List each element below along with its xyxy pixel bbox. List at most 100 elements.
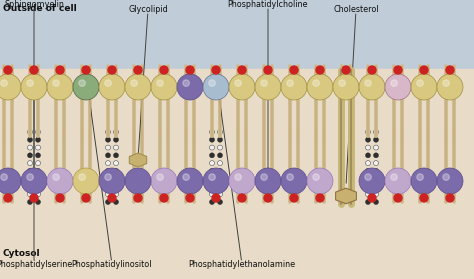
Circle shape [443,174,449,180]
Circle shape [210,184,215,189]
Circle shape [307,74,333,100]
Circle shape [333,74,359,100]
Circle shape [4,194,12,202]
Circle shape [36,184,40,189]
Circle shape [437,168,463,194]
Circle shape [255,74,281,100]
Circle shape [261,174,267,180]
Circle shape [437,74,463,100]
Circle shape [359,168,385,194]
Circle shape [113,199,118,205]
Circle shape [125,74,151,100]
Circle shape [264,66,272,74]
Circle shape [1,174,8,180]
Circle shape [30,194,38,202]
Circle shape [27,174,33,180]
Circle shape [374,137,379,142]
Circle shape [255,168,281,194]
Circle shape [105,80,111,86]
Circle shape [238,66,246,74]
Circle shape [210,161,215,166]
Circle shape [365,145,371,150]
Circle shape [82,194,90,202]
Circle shape [281,168,307,194]
Circle shape [365,176,371,181]
Circle shape [316,66,324,74]
Circle shape [374,176,379,181]
Circle shape [82,66,90,74]
Circle shape [235,80,241,86]
Circle shape [365,169,371,173]
Circle shape [113,145,118,150]
Circle shape [157,80,164,86]
Circle shape [374,184,379,189]
Circle shape [99,168,125,194]
Circle shape [186,66,194,74]
Circle shape [417,174,423,180]
Circle shape [27,176,33,181]
Circle shape [411,74,437,100]
Text: Cholesterol: Cholesterol [333,5,379,183]
Text: Cytosol: Cytosol [3,249,41,258]
Circle shape [210,145,215,150]
Circle shape [0,74,21,100]
Circle shape [106,145,110,150]
Circle shape [420,66,428,74]
Circle shape [99,74,125,100]
Circle shape [209,174,215,180]
Circle shape [151,74,177,100]
Circle shape [218,169,222,173]
Circle shape [79,174,85,180]
Circle shape [218,145,222,150]
Circle shape [264,194,272,202]
Circle shape [113,169,118,173]
Circle shape [316,194,324,202]
Circle shape [374,169,379,173]
Circle shape [108,194,116,202]
Circle shape [160,66,168,74]
Bar [0,0,474,69]
Circle shape [238,194,246,202]
Circle shape [134,194,142,202]
Circle shape [374,153,379,158]
Circle shape [177,168,203,194]
Circle shape [36,137,40,142]
Circle shape [212,194,220,202]
Circle shape [106,129,110,134]
Circle shape [113,137,118,142]
Circle shape [210,129,215,134]
Circle shape [365,80,371,86]
Circle shape [411,168,437,194]
Circle shape [235,174,241,180]
Circle shape [27,161,33,166]
Circle shape [157,174,164,180]
Circle shape [0,168,21,194]
Circle shape [365,137,371,142]
Circle shape [229,168,255,194]
Circle shape [420,194,428,202]
Circle shape [391,80,397,86]
Circle shape [365,184,371,189]
Text: Phosphatidylserine: Phosphatidylserine [0,77,72,269]
Circle shape [287,174,293,180]
Circle shape [394,194,402,202]
Circle shape [27,192,33,197]
Circle shape [21,168,47,194]
Circle shape [365,199,371,205]
Text: Phosphatidylinositol: Phosphatidylinositol [72,77,152,269]
Circle shape [36,145,40,150]
Circle shape [261,80,267,86]
Circle shape [385,168,411,194]
Circle shape [183,174,189,180]
Circle shape [307,168,333,194]
Circle shape [218,176,222,181]
Circle shape [313,80,319,86]
Polygon shape [129,153,146,167]
Circle shape [394,66,402,74]
Circle shape [36,176,40,181]
Circle shape [56,194,64,202]
Circle shape [183,80,189,86]
Circle shape [210,137,215,142]
Circle shape [374,129,379,134]
Circle shape [365,161,371,166]
